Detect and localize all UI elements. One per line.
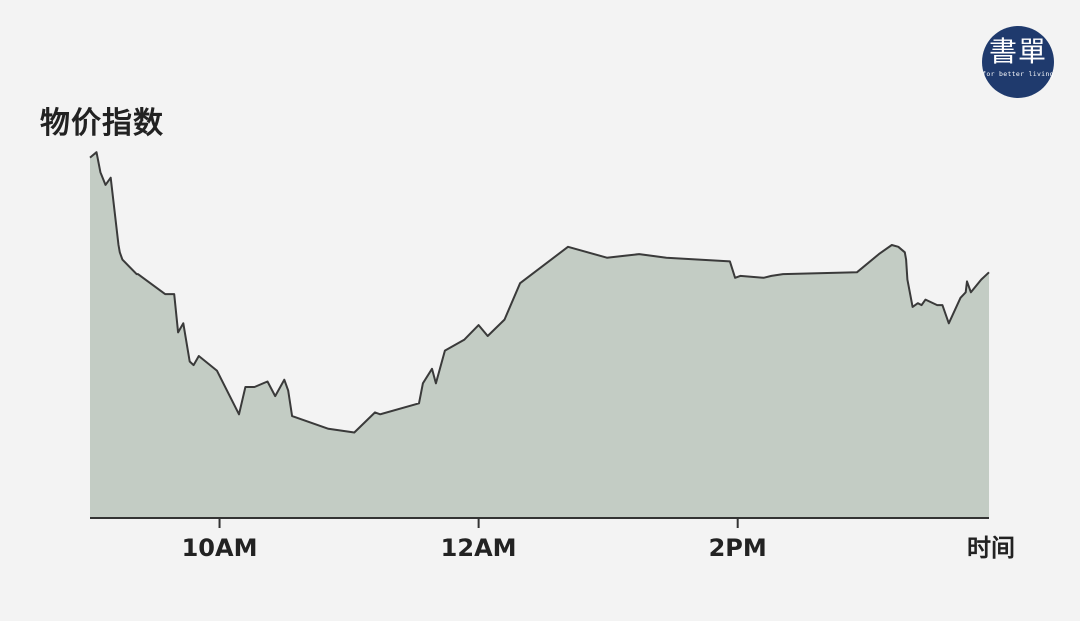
x-tick-label: 12AM — [441, 534, 517, 562]
logo-mark: 書單 — [988, 35, 1047, 68]
x-tick-label: 2PM — [709, 534, 767, 562]
y-axis-label: 物价指数 — [40, 106, 164, 141]
series-area — [90, 152, 989, 518]
logo-tagline: for better living — [982, 70, 1054, 78]
x-tick-label: 10AM — [182, 534, 258, 562]
x-axis-label: 时间 — [967, 534, 1015, 562]
series-line — [89, 151, 990, 434]
brand-logo: 書單 for better living — [982, 26, 1054, 98]
